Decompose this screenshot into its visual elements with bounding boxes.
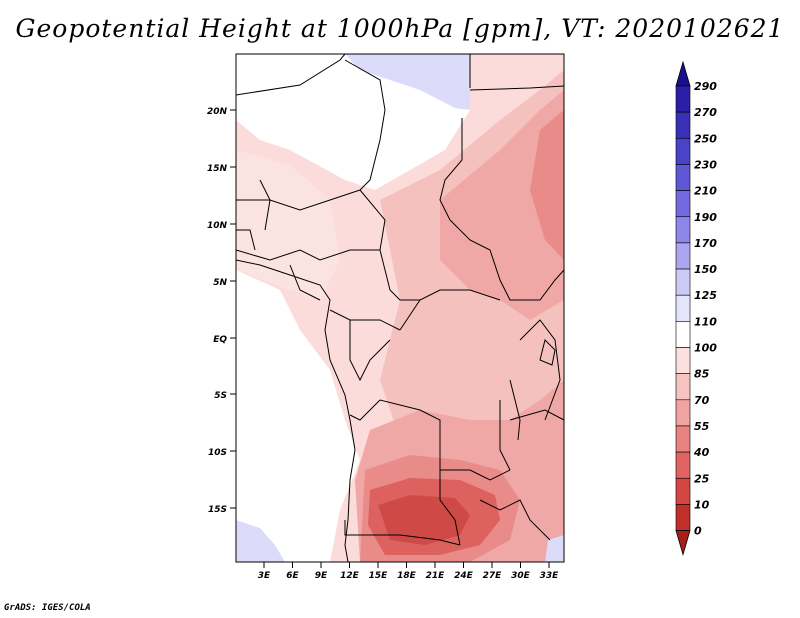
coastline (236, 259, 356, 562)
lon-label: 15E (369, 571, 389, 581)
colorbar-top-arrow (675, 60, 691, 87)
colorbar-label: 150 (694, 263, 717, 276)
colorbar-label: 70 (694, 394, 710, 407)
lat-label: 10N (207, 221, 228, 231)
colorbar-label: 190 (694, 211, 717, 224)
colorbar-label: 230 (694, 158, 717, 171)
colorbar-label: 170 (694, 237, 717, 250)
colorbar-swatch (675, 85, 691, 113)
lon-label: 24E (454, 571, 474, 581)
field-white-sahara (236, 54, 470, 190)
lat-label: 20N (207, 107, 228, 117)
colorbar-swatch (675, 425, 691, 453)
colorbar-label: 250 (694, 132, 717, 145)
field-70-east (440, 90, 564, 320)
colorbar-swatch (675, 294, 691, 322)
colorbar-swatch (675, 373, 691, 401)
lon-label: 33E (540, 571, 560, 581)
field-blue-southwest (236, 520, 285, 562)
longitude-axis: 3E 6E 9E 12E 15E 18E 21E 24E 27E 30E 33E (258, 562, 559, 581)
geopotential-field (236, 54, 564, 562)
field-blue-north (345, 54, 470, 110)
field-white-atlantic (236, 270, 360, 562)
colorbar-swatch (675, 216, 691, 244)
lon-label: 21E (426, 571, 446, 581)
lat-label: EQ (213, 335, 227, 345)
colorbar-swatch (675, 347, 691, 374)
lon-label: 30E (511, 571, 531, 581)
colorbar-label: 55 (694, 420, 710, 433)
colorbar-label: 10 (694, 498, 710, 511)
map-frame (235, 53, 565, 563)
lon-label: 18E (397, 571, 417, 581)
lon-label: 27E (483, 571, 503, 581)
colorbar-label: 125 (694, 289, 717, 302)
colorbar-label: 85 (694, 368, 710, 381)
field-light-west (236, 150, 340, 300)
colorbar-swatch (675, 321, 691, 348)
lon-label: 9E (315, 571, 328, 581)
colorbar-label: 40 (693, 446, 710, 459)
lat-label: 5N (213, 278, 227, 288)
colorbar-swatch (675, 399, 691, 427)
colorbar-label: 25 (694, 472, 710, 485)
colorbar-label: 100 (694, 342, 717, 355)
country-borders (236, 54, 564, 546)
colorbar-swatch (675, 451, 691, 479)
colorbar-bottom-arrow (675, 530, 691, 556)
colorbar-swatch (675, 477, 691, 505)
latitude-axis: 20N 15N 10N 5N EQ 5S 10S 15S (207, 107, 236, 515)
colorbar-swatch (675, 242, 691, 270)
colorbar-label: 290 (694, 80, 717, 93)
lon-label: 3E (258, 571, 271, 581)
field-blue-southeast (545, 535, 564, 562)
colorbar-swatch (675, 111, 691, 139)
lon-label: 12E (340, 571, 360, 581)
colorbar-label: 210 (694, 185, 717, 198)
colorbar-swatch (675, 268, 691, 296)
colorbar-swatch (675, 190, 691, 218)
field-55-east (530, 110, 564, 260)
east-lakes (509, 339, 556, 441)
lat-label: 5S (214, 391, 227, 401)
lon-label: 6E (286, 571, 299, 581)
field-25-low (378, 495, 470, 545)
colorbar-swatch (675, 138, 691, 165)
colorbar-swatch (675, 504, 691, 531)
lat-label: 15S (208, 505, 227, 515)
lat-label: 15N (207, 164, 228, 174)
colorbar-label: 110 (694, 315, 717, 328)
grads-credit: GrADS: IGES/COLA (4, 603, 91, 613)
colorbar-label: 0 (694, 525, 702, 538)
lat-label: 10S (208, 448, 227, 458)
colorbar-swatch (675, 164, 691, 191)
chart-title: Geopotential Height at 1000hPa [gpm], VT… (15, 14, 785, 43)
colorbar: 2902702502302101901701501251101008570554… (675, 60, 717, 556)
colorbar-label: 270 (694, 106, 717, 119)
